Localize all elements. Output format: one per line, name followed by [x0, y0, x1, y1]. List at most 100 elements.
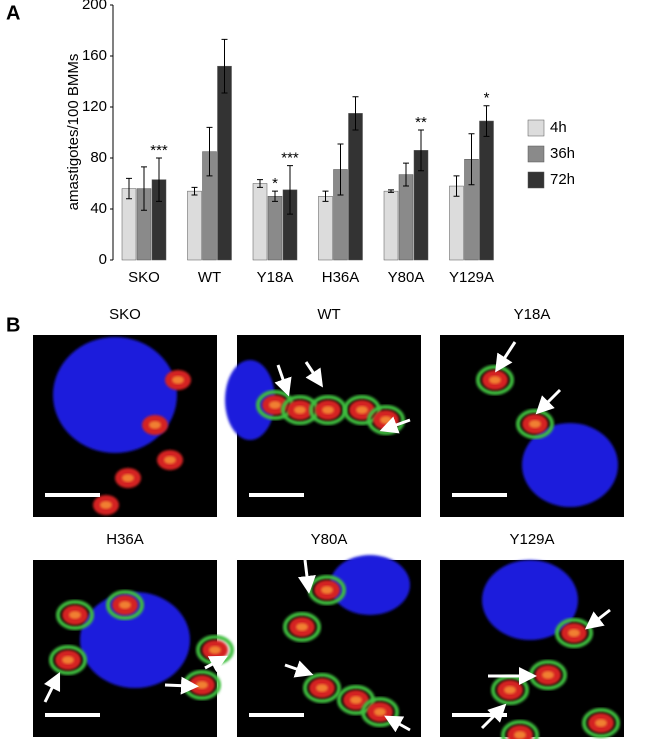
parasite-core: [322, 406, 334, 414]
arrow: [495, 341, 517, 373]
y-axis-label: amastigotes/100 BMMs: [65, 54, 82, 211]
arrow: [304, 361, 323, 388]
bar: [318, 196, 333, 261]
parasite-core: [122, 474, 134, 482]
bar: [348, 113, 363, 261]
parasite-core: [374, 708, 386, 716]
parasite-outline: [501, 720, 539, 739]
arrow: [43, 671, 61, 703]
nucleus: [330, 555, 410, 615]
bar: [479, 120, 494, 261]
bar: [449, 185, 464, 261]
parasite-core: [568, 629, 580, 637]
parasite-core: [196, 681, 208, 689]
significance: **: [415, 114, 427, 131]
parasite-core: [69, 611, 81, 619]
parasite-core: [529, 420, 541, 428]
parasite-core: [209, 646, 221, 654]
legend-swatch: [527, 171, 545, 189]
image-title: H36A: [106, 531, 144, 548]
y-tick-label: 120: [82, 98, 107, 115]
x-tick-label: Y80A: [388, 269, 425, 286]
parasite-outline: [49, 645, 87, 675]
image-title: SKO: [109, 306, 141, 323]
x-tick-label: H36A: [322, 269, 360, 286]
parasite-core: [514, 731, 526, 739]
legend-swatch: [527, 145, 545, 163]
significance: *: [484, 90, 490, 107]
arrow: [274, 364, 292, 397]
error-bar: [287, 165, 293, 215]
error-bar: [388, 189, 394, 193]
parasite-outline: [56, 600, 94, 630]
arrow: [164, 676, 199, 695]
error-bar: [272, 190, 278, 202]
parasite-outline: [582, 708, 620, 738]
significance: ***: [150, 142, 168, 159]
x-tick-label: SKO: [128, 269, 160, 286]
parasite-core: [100, 501, 112, 509]
arrow: [204, 655, 228, 673]
error-bar: [483, 105, 490, 137]
error-bar: [141, 166, 147, 211]
error-bar: [221, 38, 228, 94]
error-bar: [191, 186, 198, 196]
error-bar: [126, 177, 132, 200]
error-bar: [156, 157, 162, 202]
error-bar: [206, 126, 213, 177]
error-bar: [257, 179, 263, 188]
parasite-outline: [476, 365, 514, 395]
parasite-outline: [361, 697, 399, 727]
parasite-core: [119, 601, 131, 609]
error-bar: [322, 190, 329, 202]
nucleus: [522, 423, 618, 507]
parasite-core: [296, 623, 308, 631]
nucleus: [80, 592, 190, 688]
bar: [217, 65, 232, 261]
bar: [267, 196, 283, 261]
image-title: Y80A: [311, 531, 348, 548]
parasite-core: [356, 406, 368, 414]
parasite-core: [321, 586, 333, 594]
bar: [121, 188, 137, 261]
parasite-outline: [516, 409, 554, 439]
parasite-core: [269, 401, 281, 409]
image-title: Y18A: [514, 306, 551, 323]
parasite-core: [380, 416, 392, 424]
x-tick-label: WT: [198, 269, 221, 286]
parasite-outline: [303, 673, 341, 703]
arrow: [480, 703, 507, 730]
y-tick-label: 80: [90, 149, 107, 166]
error-bar: [468, 133, 475, 186]
x-tick-label: Y18A: [257, 269, 294, 286]
bar: [398, 174, 414, 261]
bar: [252, 183, 268, 261]
significance: *: [272, 175, 278, 192]
error-bar: [337, 143, 344, 196]
parasite-core: [350, 696, 362, 704]
arrow: [379, 416, 411, 434]
micrographs: SKO WT Y18A H36A Y80A Y129A: [33, 306, 624, 739]
parasite-core: [164, 456, 176, 464]
parasite-outline: [106, 590, 144, 620]
nucleus: [482, 560, 578, 640]
arrow: [284, 660, 314, 678]
parasite-core: [595, 719, 607, 727]
arrow: [535, 388, 562, 415]
parasite-core: [489, 376, 501, 384]
error-bar: [453, 175, 460, 197]
parasite-core: [542, 671, 554, 679]
arrow: [584, 608, 611, 630]
parasite-core: [504, 686, 516, 694]
x-tick-label: Y129A: [449, 269, 494, 286]
parasite-core: [62, 656, 74, 664]
y-tick-label: 200: [82, 0, 107, 13]
parasite-core: [172, 376, 184, 384]
image-title: WT: [317, 306, 340, 323]
panel-label: A: [6, 2, 20, 24]
legend-swatch: [527, 119, 545, 137]
error-bar: [352, 96, 359, 131]
parasite-core: [294, 406, 306, 414]
parasite-outline: [283, 612, 321, 642]
